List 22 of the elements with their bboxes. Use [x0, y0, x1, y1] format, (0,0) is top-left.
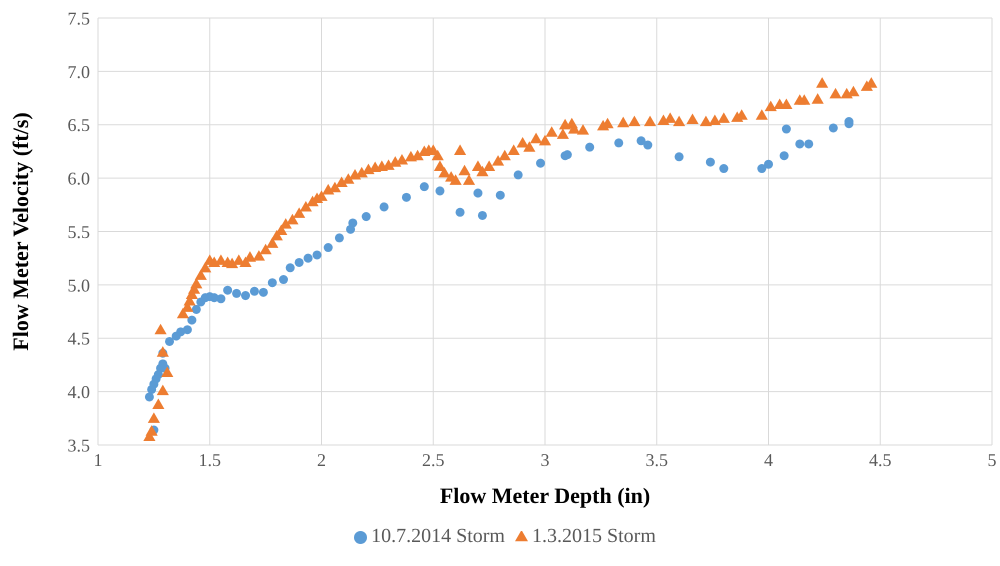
x-axis-title: Flow Meter Depth (in)	[440, 483, 650, 508]
y-tick-label: 6.5	[68, 115, 90, 136]
x-tick-label: 5	[988, 450, 996, 470]
y-tick-label: 5.5	[68, 222, 90, 242]
y-tick-label: 4.5	[68, 328, 90, 349]
y-tick-label: 7.0	[68, 62, 90, 82]
x-tick-label: 2	[317, 450, 326, 470]
x-tick-label: 4.5	[869, 450, 892, 470]
y-tick-label: 5.0	[68, 275, 90, 296]
y-tick-label: 3.5	[68, 435, 90, 456]
legend-label: 10.7.2014 Storm	[371, 525, 505, 547]
y-tick-label: 7.5	[68, 8, 90, 28]
x-tick-label: 1	[94, 450, 102, 470]
x-tick-label: 3.5	[646, 450, 668, 470]
x-tick-label: 4	[764, 450, 773, 470]
x-tick-label: 1.5	[198, 450, 221, 470]
legend-label: 1.3.2015 Storm	[532, 525, 656, 547]
x-tick-label: 2.5	[422, 450, 444, 470]
y-tick-label: 4.0	[68, 382, 90, 402]
y-axis-title: Flow Meter Velocity (ft/s)	[8, 112, 33, 351]
x-tick-label: 3	[540, 450, 550, 470]
y-tick-label: 6.0	[68, 168, 90, 189]
